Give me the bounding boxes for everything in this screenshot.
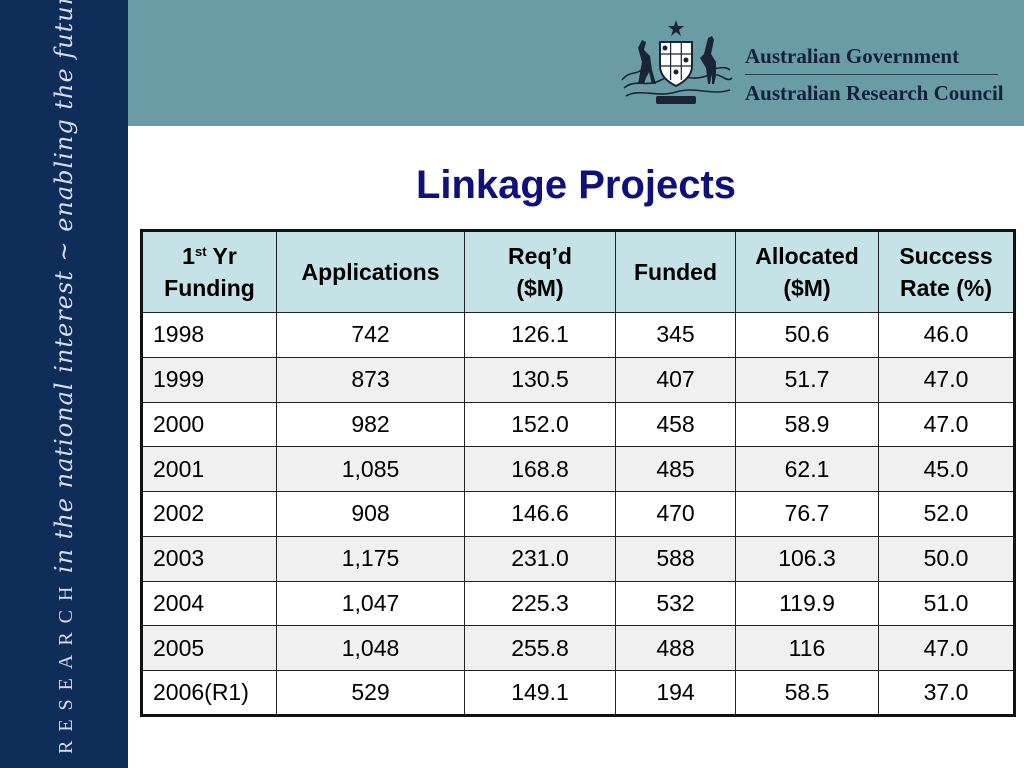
cell-applications: 982 [276,401,465,448]
table-row: 2004 1,047 225.3 532 119.9 51.0 [141,580,1015,627]
cell-applications: 1,085 [276,446,465,493]
cell-allocated: 119.9 [735,580,879,627]
cell-year: 1999 [141,356,277,403]
cell-reqd: 231.0 [464,535,616,582]
cell-reqd: 168.8 [464,446,616,493]
cell-reqd: 146.6 [464,491,616,537]
col-header-success-rate: Success Rate (%) [878,230,1015,313]
cell-year: 2005 [141,625,277,672]
sidebar-tagline-script: in the national interest ~ enabling the … [50,0,78,574]
table-row: 1999 873 130.5 407 51.7 47.0 [141,356,1015,403]
table-row: 1998 742 126.1 345 50.6 46.0 [141,312,1015,358]
cell-allocated: 58.5 [735,670,879,716]
cell-success: 37.0 [878,670,1015,716]
table-row: 2005 1,048 255.8 488 116 47.0 [141,625,1015,672]
cell-reqd: 152.0 [464,401,616,448]
cell-year: 2006(R1) [141,670,277,716]
sidebar-research-text: RESEARCH [55,577,77,754]
cell-year: 2004 [141,580,277,627]
cell-success: 50.0 [878,535,1015,582]
cell-applications: 529 [276,670,465,716]
cell-funded: 407 [615,356,736,403]
cell-allocated: 62.1 [735,446,879,493]
table-row: 2003 1,175 231.0 588 106.3 50.0 [141,535,1015,582]
col-header-applications: Applications [276,230,465,313]
table-row: 2002 908 146.6 470 76.7 52.0 [141,491,1015,537]
cell-applications: 742 [276,312,465,358]
coat-of-arms-icon [621,20,733,104]
cell-applications: 873 [276,356,465,403]
col-header-funded: Funded [615,230,736,313]
cell-allocated: 51.7 [735,356,879,403]
header-divider [745,74,998,75]
cell-year: 1998 [141,312,277,358]
col-header-allocated: Allocated ($M) [735,230,879,313]
col-header-reqd: Req’d ($M) [464,230,616,313]
cell-year: 2002 [141,491,277,537]
funding-table: 1st Yr Funding Applications Req’d ($M) F… [140,229,1016,717]
cell-success: 45.0 [878,446,1015,493]
cell-funded: 488 [615,625,736,672]
header-band [128,0,1024,126]
cell-success: 47.0 [878,401,1015,448]
cell-applications: 908 [276,491,465,537]
council-name: Australian Research Council [745,81,1004,105]
sidebar-band: RESEARCH in the national interest ~ enab… [0,0,128,768]
cell-success: 52.0 [878,491,1015,537]
cell-funded: 532 [615,580,736,627]
cell-funded: 485 [615,446,736,493]
cell-reqd: 255.8 [464,625,616,672]
page-title: Linkage Projects [415,163,737,207]
table-header-row: 1st Yr Funding Applications Req’d ($M) F… [141,230,1015,313]
cell-success: 51.0 [878,580,1015,627]
cell-success: 46.0 [878,312,1015,358]
cell-funded: 470 [615,491,736,537]
cell-success: 47.0 [878,625,1015,672]
cell-funded: 588 [615,535,736,582]
cell-success: 47.0 [878,356,1015,403]
table-row: 2006(R1) 529 149.1 194 58.5 37.0 [141,670,1015,716]
cell-allocated: 58.9 [735,401,879,448]
cell-funded: 194 [615,670,736,716]
col-header-first-yr-funding: 1st Yr Funding [141,230,277,313]
cell-allocated: 116 [735,625,879,672]
table-row: 2001 1,085 168.8 485 62.1 45.0 [141,446,1015,493]
sidebar-tagline: RESEARCH in the national interest ~ enab… [50,0,78,754]
cell-year: 2001 [141,446,277,493]
cell-applications: 1,047 [276,580,465,627]
cell-funded: 458 [615,401,736,448]
cell-reqd: 225.3 [464,580,616,627]
cell-allocated: 50.6 [735,312,879,358]
cell-funded: 345 [615,312,736,358]
cell-applications: 1,048 [276,625,465,672]
cell-applications: 1,175 [276,535,465,582]
cell-year: 2003 [141,535,277,582]
cell-allocated: 106.3 [735,535,879,582]
org-name: Australian Government [745,44,960,68]
cell-year: 2000 [141,401,277,448]
cell-reqd: 130.5 [464,356,616,403]
cell-reqd: 126.1 [464,312,616,358]
cell-allocated: 76.7 [735,491,879,537]
table-row: 2000 982 152.0 458 58.9 47.0 [141,401,1015,448]
cell-reqd: 149.1 [464,670,616,716]
